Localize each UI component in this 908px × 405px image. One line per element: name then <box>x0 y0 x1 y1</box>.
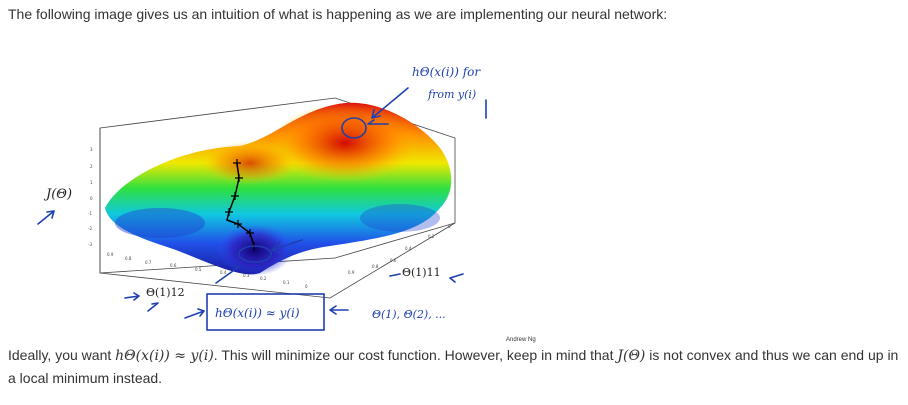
svg-text:0.9: 0.9 <box>348 270 355 275</box>
theta11-left-arrow-icon <box>389 273 401 277</box>
svg-text:0: 0 <box>305 284 308 289</box>
explanation-paragraph: Ideally, you want hΘ(x(i)) ≈ y(i). This … <box>8 344 900 389</box>
j-arrow-icon <box>37 210 55 225</box>
svg-text:0.4: 0.4 <box>405 246 412 251</box>
svg-text:-1: -1 <box>88 211 92 216</box>
cost-surface-figure: 3 2 1 0 -1 -2 -3 0.9 0.8 0.7 0.6 0.5 0.4… <box>0 28 908 346</box>
svg-text:0.5: 0.5 <box>195 267 202 272</box>
theta11-label: Θ(1)11 <box>402 266 441 279</box>
svg-text:0.8: 0.8 <box>372 264 379 269</box>
svg-text:0.3: 0.3 <box>243 273 250 278</box>
svg-text:0.9: 0.9 <box>107 252 114 257</box>
minimum-circle <box>238 245 272 263</box>
svg-text:1: 1 <box>90 180 93 185</box>
cost-function-formula: J(Θ) <box>617 348 646 364</box>
svg-text:0.2: 0.2 <box>428 234 435 239</box>
theta12-arrow-icon <box>124 292 140 301</box>
j-theta-label: J(Θ) <box>43 187 72 202</box>
svg-text:0.6: 0.6 <box>170 263 177 268</box>
svg-text:0.7: 0.7 <box>145 260 152 265</box>
note-bottom: hΘ(x(i)) ≈ y(i) <box>215 306 300 320</box>
minimum-arrow-icon <box>271 239 303 254</box>
para-part-1: Ideally, you want <box>8 347 116 363</box>
box-right-arrow-icon <box>329 305 349 315</box>
box-arrow-icon <box>215 265 241 284</box>
top-arrow-icon <box>371 87 409 119</box>
hypothesis-formula: hΘ(x(i)) ≈ y(i) <box>115 348 214 364</box>
svg-text:-2: -2 <box>88 226 92 231</box>
para-part-2: . This will minimize our cost function. … <box>213 347 618 363</box>
plot-box <box>99 97 456 299</box>
note-params: Θ(1), Θ(2), ... <box>372 308 446 321</box>
svg-text:-3: -3 <box>88 242 92 247</box>
svg-text:0.2: 0.2 <box>260 276 267 281</box>
theta12-label: Θ(1)12 <box>146 286 185 299</box>
theta11-right-arrow-icon <box>449 273 464 283</box>
svg-text:3: 3 <box>90 147 93 152</box>
peak-circle <box>341 117 367 139</box>
intro-text: The following image gives us an intuitio… <box>8 6 668 22</box>
svg-text:0.1: 0.1 <box>283 280 290 285</box>
box-left-arrow-icon <box>184 308 205 319</box>
svg-text:0.4: 0.4 <box>220 270 227 275</box>
svg-text:0: 0 <box>448 224 451 229</box>
top-annotation: hΘ(x(i)) for from y(i) <box>341 65 487 139</box>
svg-text:0: 0 <box>90 196 93 201</box>
descent-path <box>225 159 258 250</box>
note-top-line2: from y(i) <box>427 88 476 101</box>
svg-text:0.6: 0.6 <box>390 258 397 263</box>
theta12-underarrow-icon <box>147 302 159 312</box>
credit-label: Andrew Ng <box>506 337 536 343</box>
cost-surface <box>105 102 452 276</box>
para-part-3: is not convex and thus we can end up in … <box>8 347 899 386</box>
hypothesis-box <box>206 293 325 331</box>
svg-text:0.8: 0.8 <box>125 256 132 261</box>
svg-text:2: 2 <box>90 164 93 169</box>
note-top-line1: hΘ(x(i)) for <box>412 65 481 79</box>
axis-ticks: 3 2 1 0 -1 -2 -3 0.9 0.8 0.7 0.6 0.5 0.4… <box>88 147 451 289</box>
